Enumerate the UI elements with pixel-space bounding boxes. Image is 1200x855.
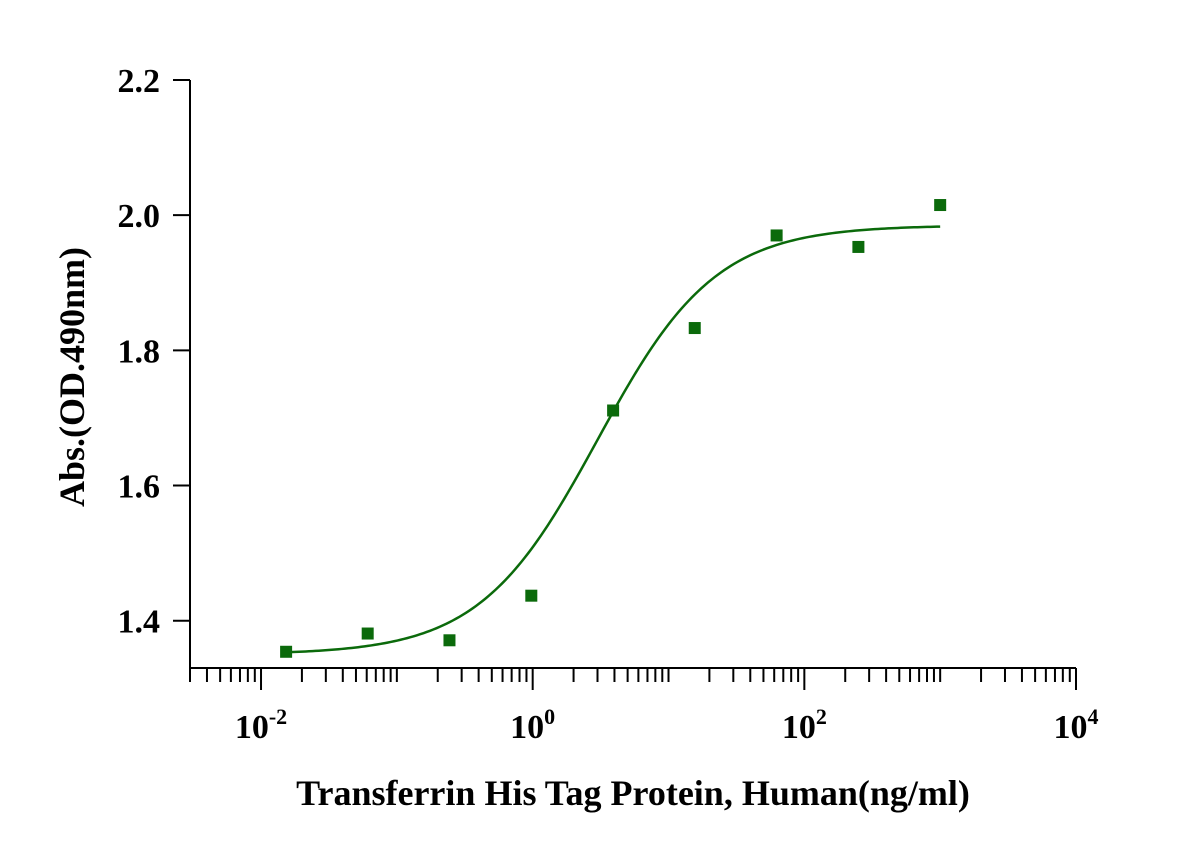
data-point bbox=[688, 322, 701, 335]
y-axis: 1.4 1.6 1.8 2.0 2.2 bbox=[118, 63, 191, 668]
data-point bbox=[852, 240, 865, 253]
data-point bbox=[361, 627, 374, 640]
y-axis-title: Abs.(OD.490nm) bbox=[52, 247, 92, 507]
y-tick-label: 1.4 bbox=[118, 604, 161, 641]
data-point bbox=[607, 404, 620, 417]
y-tick-label: 1.8 bbox=[118, 333, 161, 370]
x-tick-label: 102 bbox=[782, 704, 827, 746]
y-tick-label: 2.2 bbox=[118, 63, 161, 100]
fit-curve bbox=[286, 225, 941, 654]
data-point bbox=[770, 229, 783, 242]
x-axis-title: Transferrin His Tag Protein, Human(ng/ml… bbox=[296, 773, 970, 813]
y-tick-label: 2.0 bbox=[118, 198, 161, 235]
data-point bbox=[525, 589, 538, 602]
x-tick-label: 104 bbox=[1054, 704, 1099, 746]
data-point bbox=[443, 634, 456, 647]
x-axis: 10-2 100 102 104 bbox=[189, 667, 1099, 746]
x-tick-label: 10-2 bbox=[235, 704, 287, 746]
x-tick-label: 100 bbox=[510, 704, 555, 746]
data-point bbox=[934, 199, 947, 212]
y-tick-label: 1.6 bbox=[118, 469, 161, 506]
data-point bbox=[280, 645, 293, 658]
data-points-layer bbox=[280, 199, 947, 658]
fit-curve-layer bbox=[286, 225, 941, 654]
